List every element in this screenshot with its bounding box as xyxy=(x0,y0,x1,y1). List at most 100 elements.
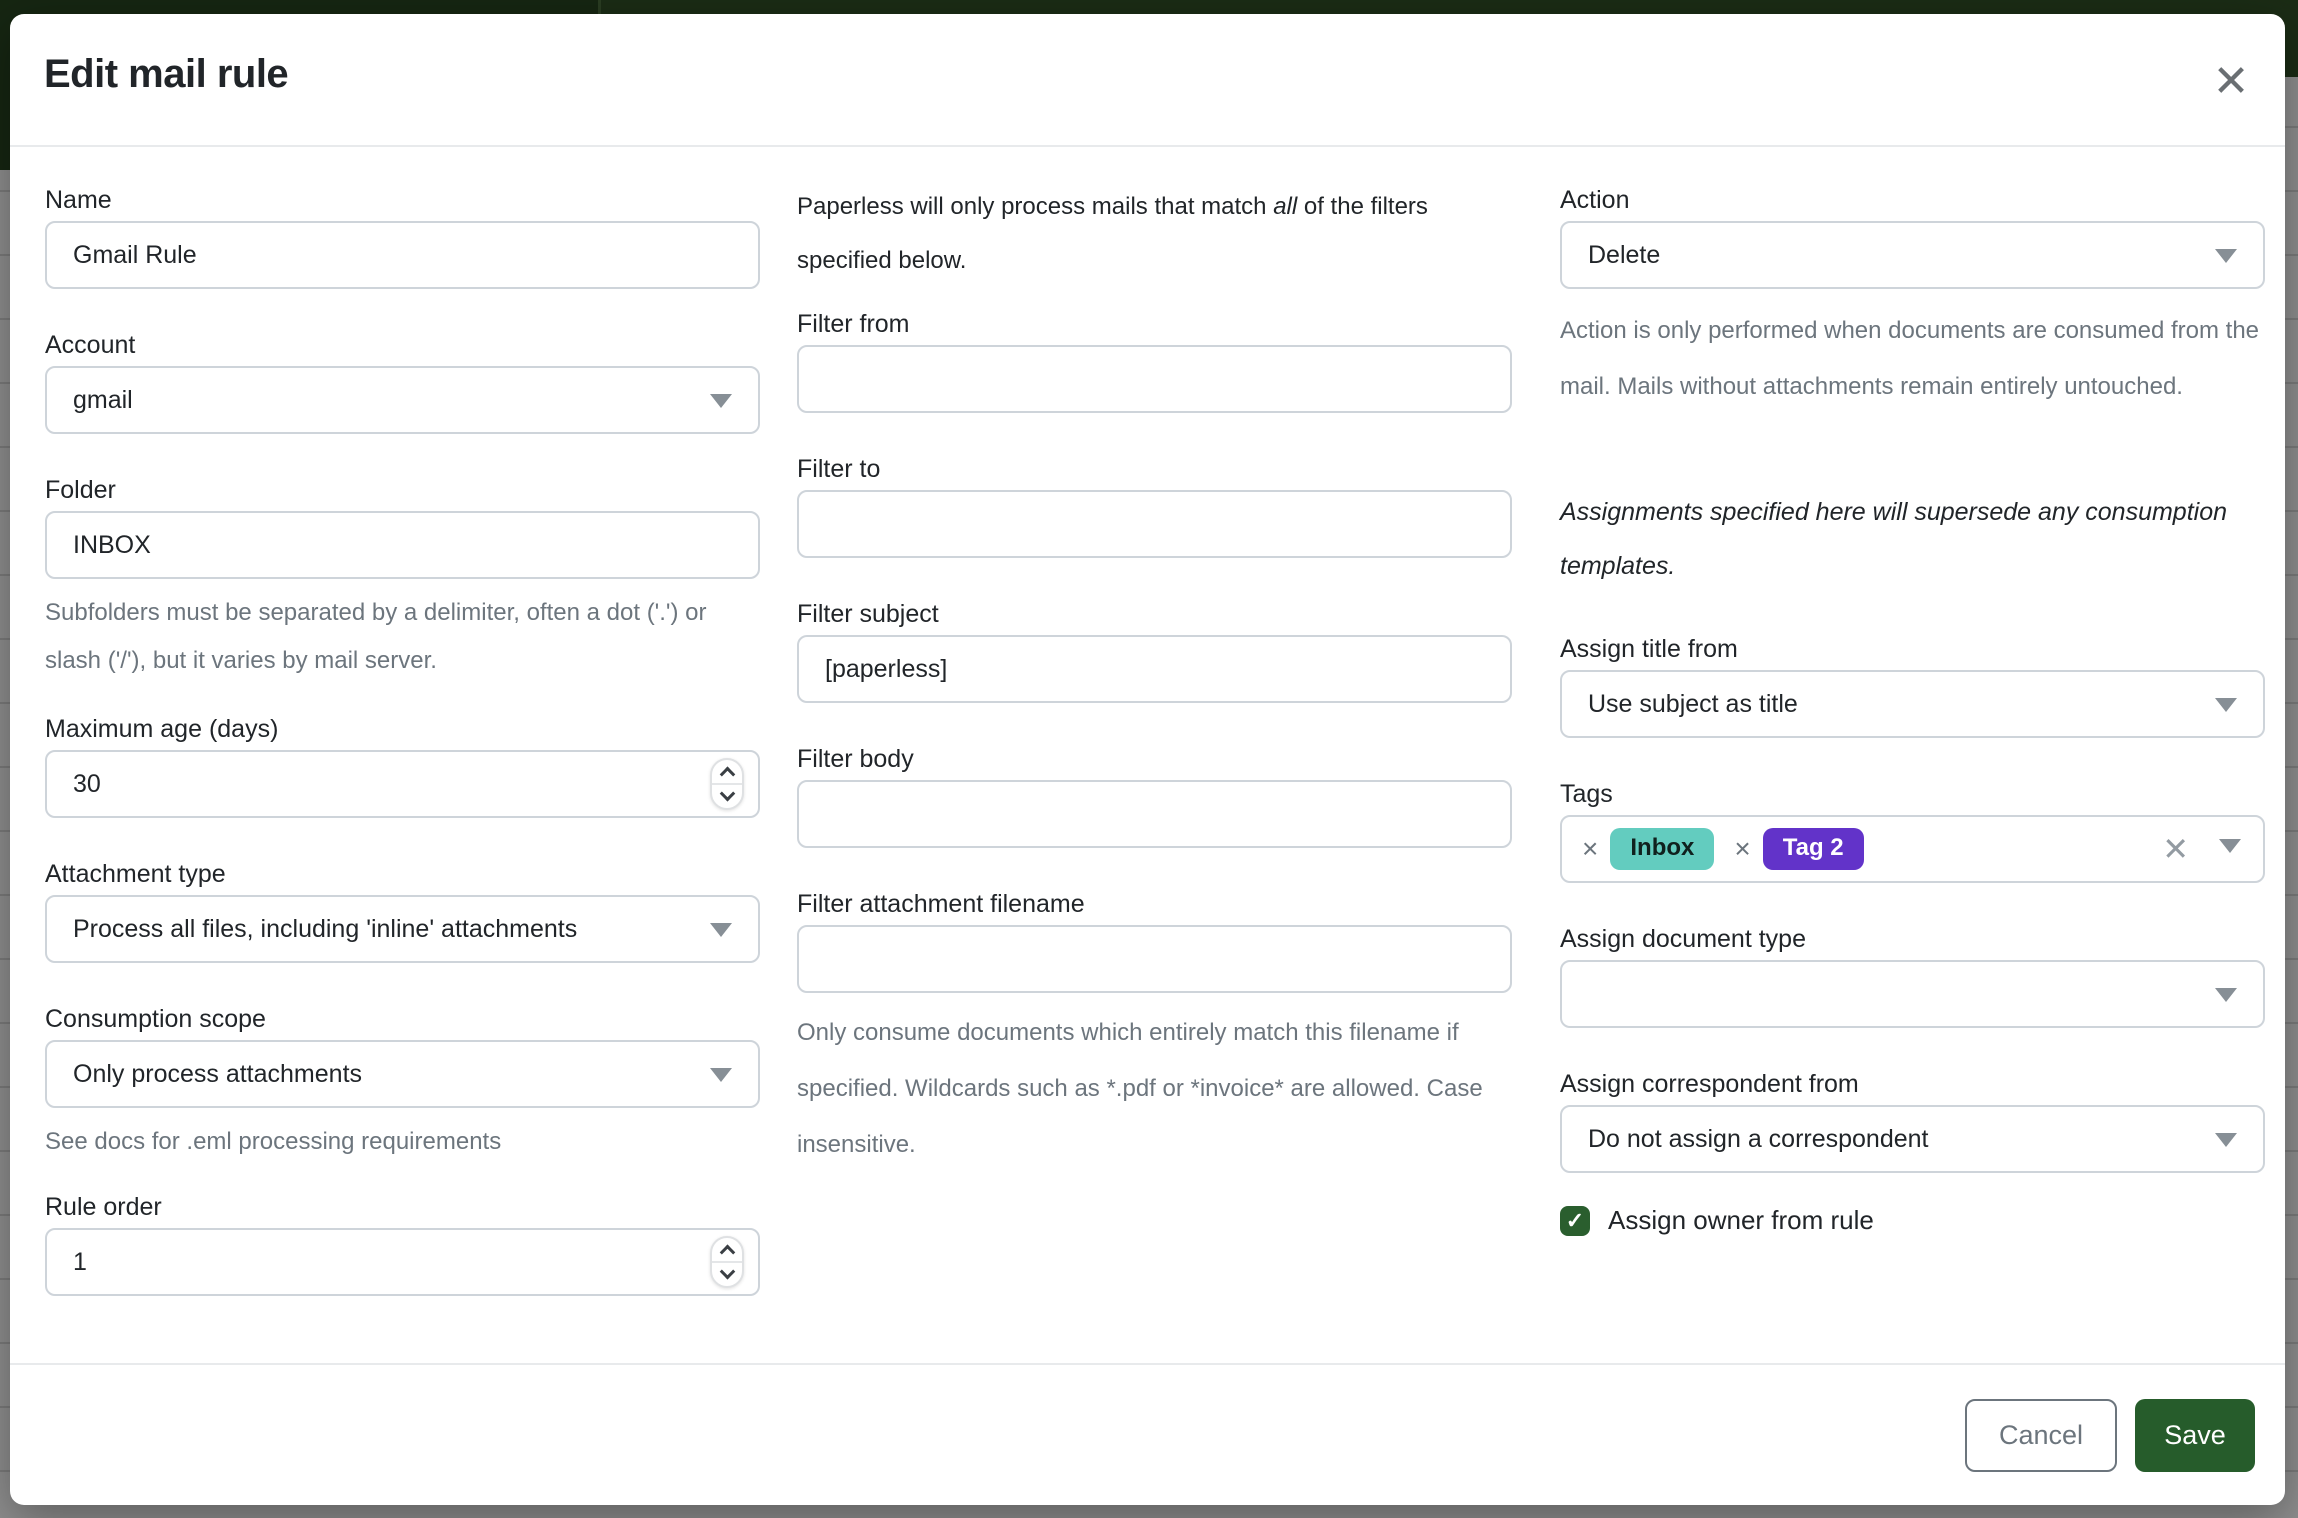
rule-order-field xyxy=(45,1228,760,1296)
chevron-down-icon xyxy=(710,923,732,937)
assign-owner-label: Assign owner from rule xyxy=(1608,1205,1874,1235)
tags-label: Tags xyxy=(1560,780,1613,808)
action-help-text: Action is only performed when documents … xyxy=(1560,317,2260,400)
account-label: Account xyxy=(45,331,136,359)
chevron-down-icon xyxy=(2215,249,2237,263)
filters-intro-prefix: Paperless will only process mails that m… xyxy=(797,193,1274,220)
name-label: Name xyxy=(45,186,112,214)
folder-help-text: Subfolders must be separated by a delimi… xyxy=(45,599,707,674)
column-general: Name Account gmail Folder Subfolders mus… xyxy=(45,180,760,1332)
filter-from-label: Filter from xyxy=(797,310,910,338)
max-age-stepper[interactable] xyxy=(710,758,744,810)
filter-filename-field-group: Filter attachment filename Only consume … xyxy=(797,884,1512,1173)
assign-owner-row: ✓ Assign owner from rule xyxy=(1560,1205,2265,1236)
max-age-input[interactable] xyxy=(47,752,758,816)
remove-tag-icon[interactable]: × xyxy=(1582,833,1599,864)
filter-from-input[interactable] xyxy=(797,345,1512,413)
tag-pill-inbox: Inbox xyxy=(1610,828,1715,870)
assign-owner-checkbox[interactable]: ✓ xyxy=(1560,1205,1590,1236)
max-age-label: Maximum age (days) xyxy=(45,715,279,743)
stepper-down-button[interactable] xyxy=(712,785,742,808)
filter-body-label: Filter body xyxy=(797,745,914,773)
filter-to-field-group: Filter to xyxy=(797,449,1512,558)
folder-field-group: Folder Subfolders must be separated by a… xyxy=(45,470,760,685)
dialog-footer: Cancel Save xyxy=(10,1363,2285,1505)
filters-intro-italic: all xyxy=(1273,193,1298,220)
assign-correspondent-select[interactable]: Do not assign a correspondent xyxy=(1560,1105,2265,1173)
backdrop-sidebar-sliver xyxy=(0,0,12,170)
assign-correspondent-selected-value: Do not assign a correspondent xyxy=(1588,1124,1929,1153)
attachment-type-field-group: Attachment type Process all files, inclu… xyxy=(45,854,760,963)
folder-input[interactable] xyxy=(45,511,760,579)
action-select[interactable]: Delete xyxy=(1560,221,2265,289)
tags-field-group: Tags × Inbox × Tag 2 ✕ xyxy=(1560,774,2265,883)
filters-intro-text: Paperless will only process mails that m… xyxy=(797,180,1512,288)
edit-mail-rule-dialog: Edit mail rule ✕ Name Account gmail Fold… xyxy=(10,14,2285,1505)
chevron-down-icon xyxy=(710,1068,732,1082)
filter-filename-help-text: Only consume documents which entirely ma… xyxy=(797,1019,1483,1158)
consumption-scope-select[interactable]: Only process attachments xyxy=(45,1040,760,1108)
chevron-down-icon xyxy=(2219,839,2241,853)
dialog-header: Edit mail rule ✕ xyxy=(10,14,2285,147)
assign-title-field-group: Assign title from Use subject as title xyxy=(1560,629,2265,738)
assign-title-select[interactable]: Use subject as title xyxy=(1560,670,2265,738)
dialog-title: Edit mail rule xyxy=(44,52,289,96)
filter-body-input[interactable] xyxy=(797,780,1512,848)
assignments-note: Assignments specified here will supersed… xyxy=(1560,498,2228,580)
chevron-down-icon xyxy=(2215,698,2237,712)
stepper-up-button[interactable] xyxy=(712,1238,742,1263)
assign-doc-type-select[interactable] xyxy=(1560,960,2265,1028)
assign-correspondent-field-group: Assign correspondent from Do not assign … xyxy=(1560,1064,2265,1173)
assign-title-selected-value: Use subject as title xyxy=(1588,689,1798,718)
consumption-scope-selected-value: Only process attachments xyxy=(73,1059,363,1088)
dialog-body: Name Account gmail Folder Subfolders mus… xyxy=(10,147,2285,1363)
remove-tag-icon[interactable]: × xyxy=(1734,833,1751,864)
max-age-field-group: Maximum age (days) xyxy=(45,709,760,818)
filter-to-input[interactable] xyxy=(797,490,1512,558)
action-selected-value: Delete xyxy=(1588,240,1661,269)
rule-order-input[interactable] xyxy=(47,1230,758,1294)
consumption-scope-label: Consumption scope xyxy=(45,1005,266,1033)
filter-subject-field-group: Filter subject xyxy=(797,594,1512,703)
filter-filename-label: Filter attachment filename xyxy=(797,890,1085,918)
chevron-down-icon xyxy=(2215,1133,2237,1147)
filter-subject-input[interactable] xyxy=(797,635,1512,703)
clear-tags-icon[interactable]: ✕ xyxy=(2162,831,2189,867)
tag-pill-tag2: Tag 2 xyxy=(1762,828,1864,870)
cancel-button[interactable]: Cancel xyxy=(1965,1398,2117,1472)
folder-label: Folder xyxy=(45,476,116,504)
filter-from-field-group: Filter from xyxy=(797,304,1512,413)
stepper-up-button[interactable] xyxy=(712,760,742,785)
spinner-down-icon xyxy=(719,1263,735,1280)
filter-body-field-group: Filter body xyxy=(797,739,1512,848)
spinner-down-icon xyxy=(719,785,735,802)
rule-order-stepper[interactable] xyxy=(710,1236,744,1288)
consumption-scope-help-text: See docs for .eml processing requirement… xyxy=(45,1128,502,1155)
column-actions: Action Delete Action is only performed w… xyxy=(1560,180,2265,1236)
close-icon[interactable]: ✕ xyxy=(2203,54,2259,110)
name-input[interactable] xyxy=(45,221,760,289)
action-field-group: Action Delete Action is only performed w… xyxy=(1560,180,2265,415)
chevron-down-icon xyxy=(710,394,732,408)
rule-order-label: Rule order xyxy=(45,1193,162,1221)
max-age-field xyxy=(45,750,760,818)
stepper-down-button[interactable] xyxy=(712,1263,742,1286)
filters-intro-suffix: of the filters specified below. xyxy=(797,193,1428,274)
account-select[interactable]: gmail xyxy=(45,366,760,434)
filter-to-label: Filter to xyxy=(797,455,881,483)
account-field-group: Account gmail xyxy=(45,325,760,434)
spinner-up-icon xyxy=(719,1244,735,1261)
filter-subject-label: Filter subject xyxy=(797,600,939,628)
assign-doc-type-field-group: Assign document type xyxy=(1560,919,2265,1028)
chevron-down-icon xyxy=(2215,988,2237,1002)
tags-select[interactable]: × Inbox × Tag 2 ✕ xyxy=(1560,815,2265,883)
spinner-up-icon xyxy=(719,766,735,783)
action-label: Action xyxy=(1560,186,1630,214)
column-filters: Paperless will only process mails that m… xyxy=(797,180,1512,1209)
filter-filename-input[interactable] xyxy=(797,925,1512,993)
attachment-type-select[interactable]: Process all files, including 'inline' at… xyxy=(45,895,760,963)
attachment-type-label: Attachment type xyxy=(45,860,226,888)
save-button[interactable]: Save xyxy=(2135,1398,2255,1472)
account-selected-value: gmail xyxy=(73,385,133,414)
check-icon: ✓ xyxy=(1565,1207,1585,1233)
